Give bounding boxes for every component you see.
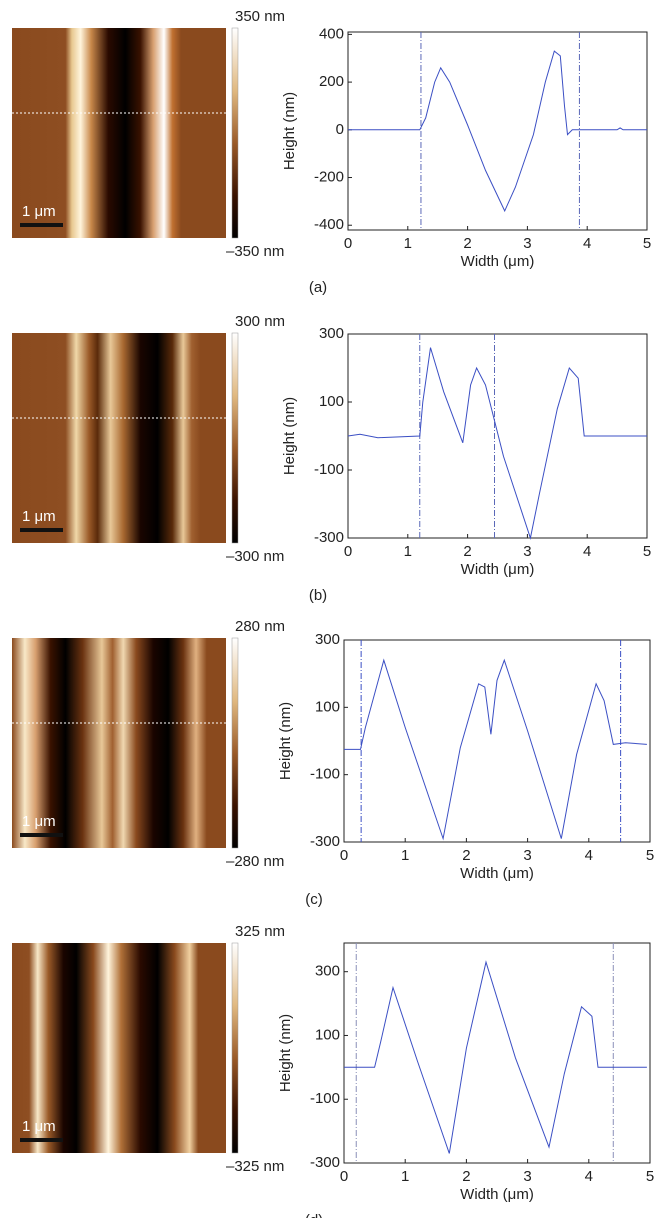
x-tick-label: 2 — [462, 847, 470, 864]
afm-image — [12, 28, 226, 238]
y-tick-label: -300 — [314, 529, 344, 546]
x-tick-label: 1 — [401, 1168, 409, 1185]
x-tick-label: 2 — [463, 235, 471, 252]
y-tick-label: 300 — [319, 325, 344, 342]
profile — [347, 347, 647, 540]
scale-bar-label: 1 μm — [22, 1118, 56, 1135]
colorbar-max: 300 nm — [235, 313, 285, 330]
profile — [344, 658, 647, 841]
afm-image — [12, 638, 226, 848]
x-tick-label: 4 — [585, 1168, 593, 1185]
colorbar-max: 280 nm — [235, 618, 285, 635]
afm-image — [12, 943, 226, 1153]
x-tick-label: 2 — [462, 1168, 470, 1185]
x-tick-label: 0 — [340, 847, 348, 864]
y-tick-label: 100 — [319, 393, 344, 410]
y-axis-title: Height (nm) — [277, 702, 294, 780]
profile — [344, 960, 647, 1154]
x-tick-label: 3 — [523, 543, 531, 560]
panel-label: (b) — [309, 587, 327, 604]
y-axis-title: Height (nm) — [281, 397, 298, 475]
y-tick-label: -200 — [314, 168, 344, 185]
y-tick-label: 100 — [315, 698, 340, 715]
x-tick-label: 0 — [340, 1168, 348, 1185]
colorbar-min: –350 nm — [226, 243, 284, 260]
y-axis-title: Height (nm) — [277, 1014, 294, 1092]
x-tick-label: 0 — [344, 235, 352, 252]
x-tick-label: 3 — [523, 235, 531, 252]
colorbar-min: –300 nm — [226, 548, 284, 565]
scale-bar — [20, 833, 63, 837]
x-tick-label: 5 — [646, 1168, 654, 1185]
y-tick-label: 400 — [319, 25, 344, 42]
colorbar-max: 350 nm — [235, 8, 285, 25]
scale-bar — [20, 223, 63, 227]
x-tick-label: 0 — [344, 543, 352, 560]
y-tick-label: 0 — [336, 121, 344, 138]
colorbar — [231, 637, 239, 849]
x-tick-label: 3 — [523, 847, 531, 864]
profile — [348, 50, 647, 213]
y-axis-title: Height (nm) — [281, 92, 298, 170]
x-tick-label: 4 — [583, 543, 591, 560]
colorbar — [231, 27, 239, 239]
y-tick-label: -400 — [314, 216, 344, 233]
plot-frame — [347, 31, 648, 231]
scale-bar-label: 1 μm — [22, 508, 56, 525]
colorbar-max: 325 nm — [235, 923, 285, 940]
y-tick-label: -100 — [310, 1090, 340, 1107]
x-tick-label: 1 — [404, 543, 412, 560]
x-tick-label: 1 — [401, 847, 409, 864]
y-tick-label: -100 — [314, 461, 344, 478]
panel-label: (d) — [305, 1212, 323, 1218]
panel-label: (c) — [305, 891, 323, 908]
plot-frame — [343, 942, 651, 1164]
scale-bar-label: 1 μm — [22, 203, 56, 220]
colorbar — [231, 332, 239, 544]
x-tick-label: 1 — [404, 235, 412, 252]
x-axis-title: Width (μm) — [460, 865, 534, 882]
colorbar-min: –280 nm — [226, 853, 284, 870]
y-tick-label: 300 — [315, 963, 340, 980]
x-tick-label: 5 — [646, 847, 654, 864]
x-tick-label: 3 — [523, 1168, 531, 1185]
plot-frame — [343, 639, 651, 843]
colorbar — [231, 942, 239, 1154]
x-tick-label: 4 — [585, 847, 593, 864]
y-tick-label: -100 — [310, 766, 340, 783]
x-tick-label: 5 — [643, 235, 651, 252]
y-tick-label: 200 — [319, 73, 344, 90]
x-tick-label: 4 — [583, 235, 591, 252]
colorbar-min: –325 nm — [226, 1158, 284, 1175]
scale-bar — [20, 528, 63, 532]
scale-bar-label: 1 μm — [22, 813, 56, 830]
y-tick-label: -300 — [310, 833, 340, 850]
scale-bar — [20, 1138, 63, 1142]
x-axis-title: Width (μm) — [460, 1186, 534, 1203]
afm-image — [12, 333, 226, 543]
y-tick-label: 300 — [315, 631, 340, 648]
x-axis-title: Width (μm) — [461, 253, 535, 270]
x-tick-label: 5 — [643, 543, 651, 560]
y-tick-label: -300 — [310, 1154, 340, 1171]
x-tick-label: 2 — [463, 543, 471, 560]
panel-label: (a) — [309, 279, 327, 296]
y-tick-label: 100 — [315, 1026, 340, 1043]
x-axis-title: Width (μm) — [461, 561, 535, 578]
